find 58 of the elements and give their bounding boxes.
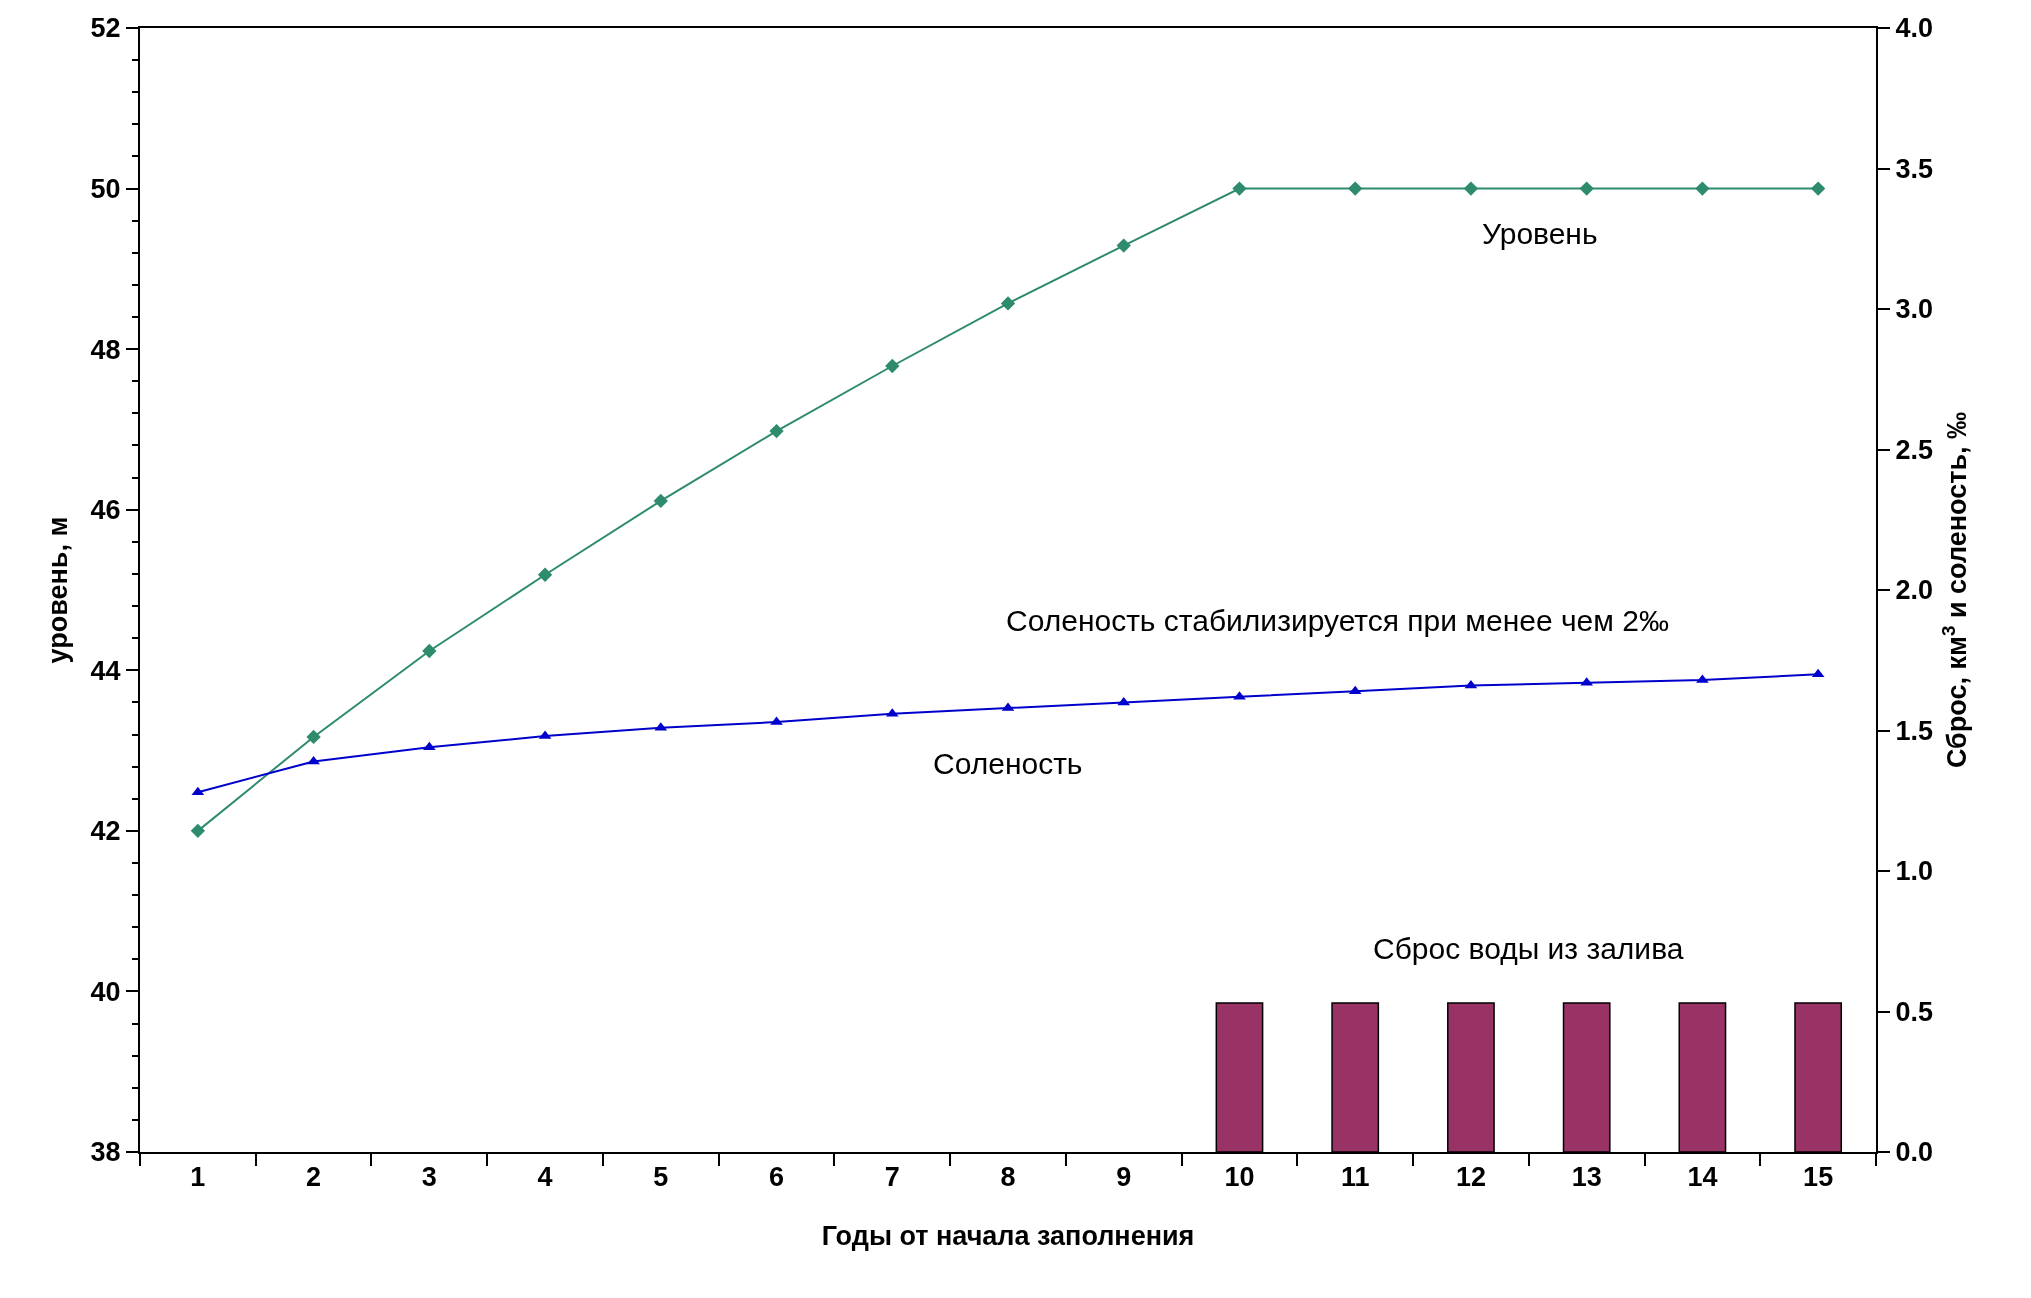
x-tick-label: 5 bbox=[653, 1162, 669, 1193]
x-tick-label: 11 bbox=[1340, 1162, 1370, 1193]
y2-tick-label: 3.0 bbox=[1895, 294, 1933, 325]
y-tick-label: 38 bbox=[90, 1137, 121, 1168]
y-tick-label: 46 bbox=[90, 495, 121, 526]
y-tick-label: 52 bbox=[90, 13, 121, 44]
point bbox=[191, 786, 205, 796]
y2-tick-label: 3.5 bbox=[1895, 153, 1933, 184]
point bbox=[653, 493, 668, 509]
x-tick-label: 15 bbox=[1803, 1162, 1834, 1193]
y2-tick-label: 1.5 bbox=[1895, 715, 1933, 746]
point bbox=[769, 423, 784, 439]
x-tick-label: 4 bbox=[537, 1162, 553, 1193]
point bbox=[1232, 181, 1247, 196]
x-tick-label: 14 bbox=[1687, 1162, 1718, 1193]
point bbox=[1810, 181, 1826, 196]
x-tick-label: 3 bbox=[421, 1162, 437, 1193]
point bbox=[1117, 696, 1131, 706]
series-label: Уровень bbox=[1482, 217, 1598, 250]
x-tick-label: 9 bbox=[1116, 1162, 1132, 1193]
point bbox=[885, 358, 900, 374]
point bbox=[1695, 181, 1710, 196]
point bbox=[190, 823, 206, 839]
y2-tick-label: 4.0 bbox=[1895, 13, 1933, 44]
x-axis-title: Годы от начала заполнения bbox=[821, 1221, 1195, 1252]
point bbox=[306, 729, 321, 745]
point bbox=[1348, 181, 1363, 196]
point bbox=[1579, 181, 1594, 196]
point bbox=[1000, 296, 1016, 311]
x-tick-label: 10 bbox=[1224, 1162, 1255, 1193]
point bbox=[1463, 181, 1479, 196]
x-tick-label: 2 bbox=[306, 1162, 322, 1193]
y2-tick-label: 2.0 bbox=[1895, 575, 1933, 606]
y-axis-title: уровень, м bbox=[43, 516, 74, 664]
point bbox=[307, 755, 320, 765]
x-tick-label: 6 bbox=[769, 1162, 785, 1193]
y-tick-label: 42 bbox=[90, 816, 121, 847]
point bbox=[422, 643, 437, 659]
series-label: Сброс воды из залива bbox=[1373, 932, 1684, 965]
y2-tick-label: 1.0 bbox=[1895, 856, 1933, 887]
y2-tick-label: 2.5 bbox=[1895, 434, 1933, 465]
x-tick-label: 7 bbox=[884, 1162, 900, 1193]
point bbox=[1811, 668, 1825, 678]
y-tick-label: 40 bbox=[90, 976, 121, 1007]
point bbox=[422, 741, 436, 751]
series-label: Соленость bbox=[933, 747, 1083, 780]
y-tick-label: 50 bbox=[90, 174, 121, 205]
y2-tick-label: 0.5 bbox=[1895, 996, 1933, 1027]
y-tick-label: 48 bbox=[90, 334, 121, 365]
x-tick-label: 12 bbox=[1455, 1162, 1486, 1193]
x-tick-label: 13 bbox=[1571, 1162, 1602, 1193]
x-tick-label: 8 bbox=[1000, 1162, 1016, 1193]
annotation: Соленость стабилизируется при менее чем 2‰ bbox=[1006, 604, 1669, 637]
point bbox=[537, 567, 553, 582]
y2-tick-label: 0.0 bbox=[1895, 1137, 1933, 1168]
point bbox=[1116, 238, 1131, 253]
y-tick-label: 44 bbox=[90, 655, 121, 686]
x-tick-label: 1 bbox=[190, 1162, 206, 1193]
